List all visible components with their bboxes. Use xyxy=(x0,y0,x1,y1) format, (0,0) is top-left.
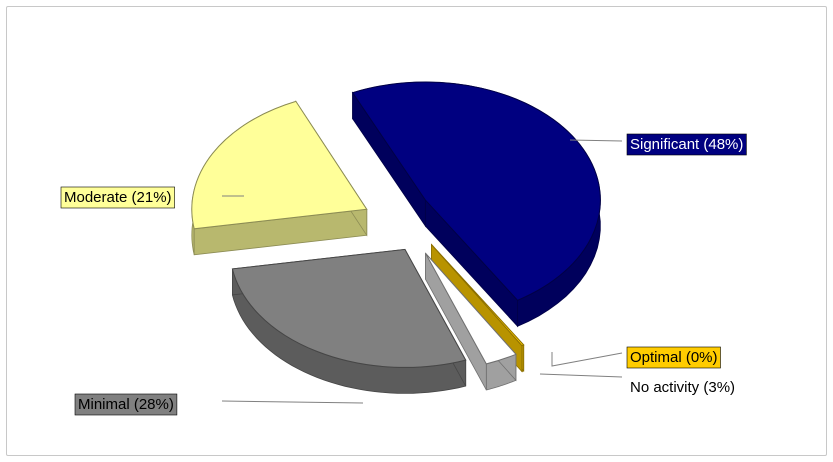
pie-slice-significant xyxy=(351,81,601,328)
leader-line-significant xyxy=(569,139,623,142)
data-label-minimal: Minimal (28%) xyxy=(78,396,174,413)
data-label-box-moderate xyxy=(60,186,175,209)
pie-slice-moderate xyxy=(191,100,368,256)
data-label-box-minimal xyxy=(74,393,178,416)
leader-line-optimal xyxy=(551,352,623,367)
data-label-moderate: Moderate (21%) xyxy=(64,189,172,206)
data-label-optimal: Optimal (0%) xyxy=(630,349,718,366)
leader-line-no-activity xyxy=(539,373,623,378)
data-label-significant: Significant (48%) xyxy=(630,136,743,153)
data-label-no-activity: No activity (3%) xyxy=(630,379,735,396)
pie-slice-no-activity xyxy=(425,252,517,391)
leader-line-minimal xyxy=(221,400,364,404)
data-label-box-optimal xyxy=(626,346,721,369)
pie-slice-minimal xyxy=(231,248,467,394)
data-label-box-significant xyxy=(626,133,747,156)
